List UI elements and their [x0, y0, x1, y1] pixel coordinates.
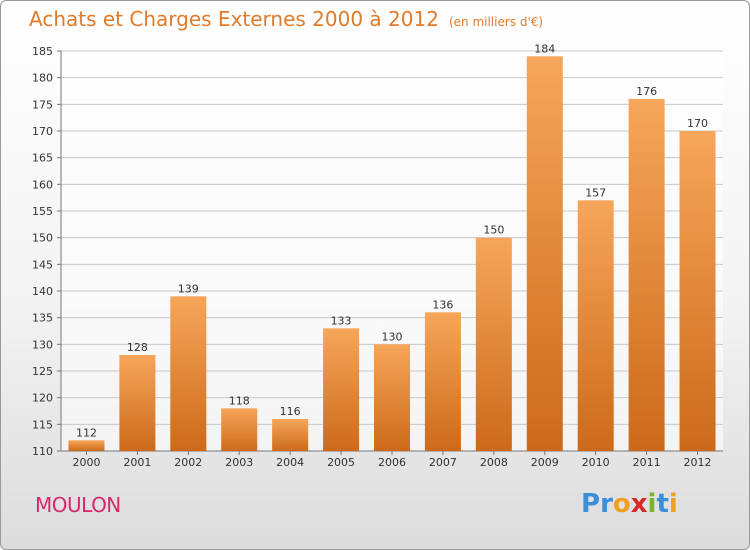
y-tick-label: 140: [32, 285, 53, 298]
x-tick-label: 2000: [72, 456, 100, 469]
logo-letter: P: [581, 489, 601, 519]
y-tick-label: 185: [32, 45, 53, 58]
chart-title: Achats et Charges Externes 2000 à 2012 (e…: [29, 7, 543, 31]
data-label: 130: [382, 330, 403, 343]
bar: [221, 408, 258, 451]
logo-letter: i: [647, 489, 657, 519]
y-tick-label: 115: [32, 418, 53, 431]
data-label: 150: [483, 224, 504, 237]
logo-letter: t: [656, 489, 669, 519]
y-tick-label: 145: [32, 258, 53, 271]
bar: [374, 344, 410, 451]
data-label: 136: [432, 298, 453, 311]
data-label: 139: [178, 282, 199, 295]
bar: [679, 131, 716, 451]
x-tick-label: 2009: [531, 456, 559, 469]
y-tick-label: 160: [32, 178, 53, 191]
proxiti-logo: Proxiti: [581, 489, 678, 519]
y-tick-label: 165: [32, 152, 53, 165]
logo-letter: r: [600, 489, 613, 519]
x-tick-label: 2012: [684, 456, 712, 469]
chart-title-unit: (en milliers d'€): [448, 15, 544, 29]
x-tick-label: 2005: [327, 456, 355, 469]
chart-title-main: Achats et Charges Externes 2000 à 2012: [29, 7, 439, 31]
bar: [424, 312, 461, 451]
y-tick-label: 125: [32, 365, 53, 378]
data-label: 116: [280, 405, 301, 418]
x-tick-label: 2001: [123, 456, 151, 469]
y-tick-label: 135: [32, 312, 53, 325]
commune-name: MOULON: [35, 493, 121, 517]
x-tick-label: 2004: [276, 456, 304, 469]
x-tick-label: 2011: [633, 456, 661, 469]
bar: [628, 99, 665, 451]
y-tick-label: 170: [32, 125, 53, 138]
y-tick-label: 150: [32, 232, 53, 245]
logo-letter: i: [668, 489, 678, 519]
bar: [272, 419, 309, 451]
bar: [475, 237, 512, 451]
data-label: 112: [76, 426, 97, 439]
data-label: 184: [534, 42, 555, 55]
y-tick-label: 110: [32, 445, 53, 458]
y-tick-label: 175: [32, 98, 53, 111]
x-tick-label: 2008: [480, 456, 508, 469]
bar: [526, 56, 563, 451]
bar: [577, 200, 614, 451]
logo-letter: o: [612, 489, 631, 519]
bar: [119, 355, 156, 451]
x-tick-label: 2010: [582, 456, 610, 469]
y-tick-label: 180: [32, 72, 53, 85]
y-tick-label: 120: [32, 392, 53, 405]
data-label: 133: [331, 314, 352, 327]
data-label: 118: [229, 394, 250, 407]
bar: [323, 328, 360, 451]
data-label: 157: [585, 186, 606, 199]
bar: [170, 296, 207, 451]
data-label: 176: [636, 85, 657, 98]
x-tick-label: 2003: [225, 456, 253, 469]
y-tick-label: 130: [32, 338, 53, 351]
x-tick-label: 2007: [429, 456, 457, 469]
x-tick-label: 2006: [378, 456, 406, 469]
bar: [68, 440, 105, 451]
logo-letter: x: [630, 489, 648, 519]
y-tick-label: 155: [32, 205, 53, 218]
x-tick-label: 2002: [174, 456, 202, 469]
data-label: 128: [127, 341, 148, 354]
data-label: 170: [687, 117, 708, 130]
